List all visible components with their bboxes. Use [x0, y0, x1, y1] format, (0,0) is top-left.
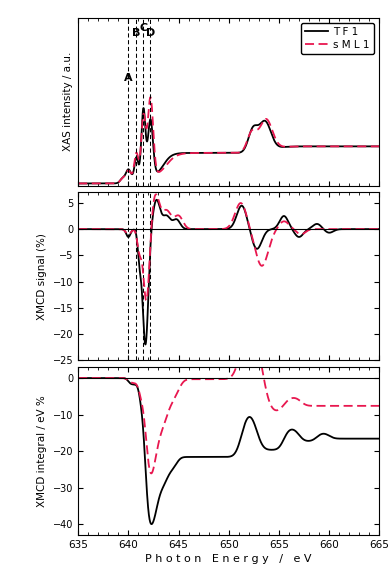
s M L 1	[128, 169, 133, 176]
X-axis label: P h o t o n   E n e r g y   /   e V: P h o t o n E n e r g y / e V	[145, 554, 312, 564]
Y-axis label: XAS intensity / a.u.: XAS intensity / a.u.	[63, 52, 73, 151]
T F 1	[339, 143, 343, 150]
s M L 1	[339, 143, 343, 150]
Text: D: D	[146, 28, 155, 38]
Y-axis label: XMCD integral / eV %: XMCD integral / eV %	[37, 395, 47, 507]
T F 1	[371, 143, 376, 150]
s M L 1	[110, 180, 115, 187]
Text: A: A	[124, 73, 133, 83]
s M L 1	[148, 93, 153, 101]
s M L 1	[377, 143, 382, 150]
Line: s M L 1: s M L 1	[78, 97, 379, 183]
T F 1	[76, 180, 81, 187]
s M L 1	[76, 180, 81, 187]
T F 1	[192, 149, 196, 156]
T F 1	[141, 105, 146, 112]
T F 1	[128, 168, 133, 175]
T F 1	[110, 180, 115, 187]
T F 1	[204, 149, 209, 156]
T F 1	[377, 143, 382, 150]
Line: T F 1: T F 1	[78, 108, 379, 183]
s M L 1	[192, 149, 196, 156]
Legend: T F 1, s M L 1: T F 1, s M L 1	[301, 23, 374, 54]
s M L 1	[204, 149, 209, 156]
Y-axis label: XMCD signal (%): XMCD signal (%)	[37, 233, 47, 320]
Text: B: B	[132, 28, 141, 38]
Text: C: C	[139, 23, 147, 33]
s M L 1	[371, 143, 376, 150]
